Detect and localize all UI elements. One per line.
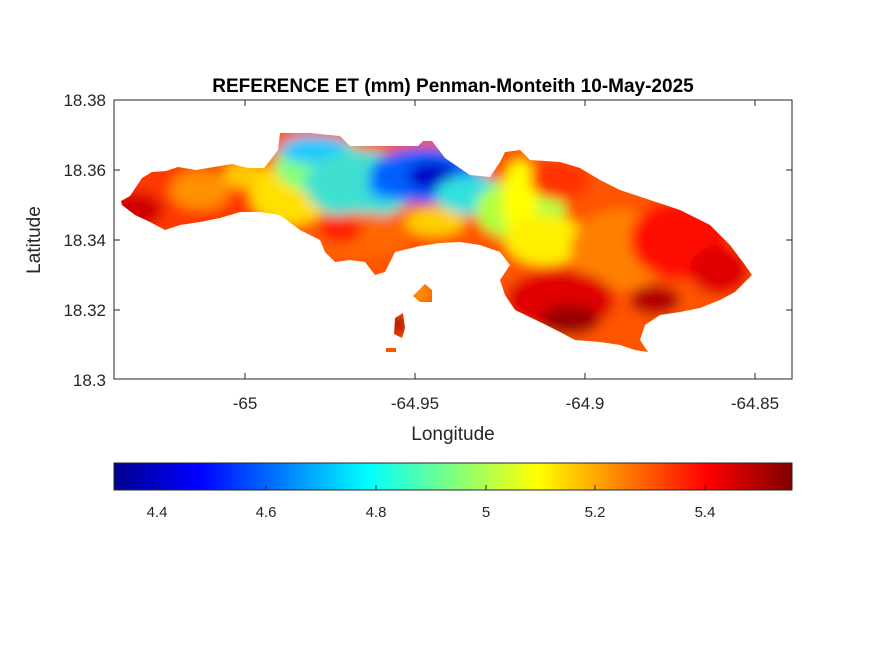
x-tick-label: -64.85 — [731, 394, 779, 413]
x-tick-label: -65 — [233, 394, 258, 413]
colorbar-ticks — [156, 485, 706, 490]
colorbar-tick-label: 4.8 — [366, 504, 387, 521]
y-axis — [114, 99, 792, 311]
y-tick-label: 18.3 — [73, 371, 106, 390]
colorbar-tick-label: 5 — [482, 504, 490, 521]
y-tick-label: 18.38 — [63, 91, 106, 110]
x-axis — [244, 100, 756, 379]
y-tick-label: 18.36 — [63, 161, 106, 180]
y-tick-label: 18.34 — [63, 231, 106, 250]
y-tick-label: 18.32 — [63, 301, 106, 320]
colorbar-tick-label: 5.2 — [585, 504, 606, 521]
x-axis-label: Longitude — [411, 424, 494, 445]
colorbar — [113, 462, 793, 491]
colorbar-tick-label: 4.6 — [256, 504, 277, 521]
x-tick-label: -64.9 — [566, 394, 605, 413]
y-axis-label: Latitude — [24, 206, 45, 274]
x-tick-label: -64.95 — [391, 394, 439, 413]
colorbar-tick-label: 5.4 — [695, 504, 716, 521]
chart-title: REFERENCE ET (mm) Penman-Monteith 10-May… — [212, 76, 694, 97]
colorbar-tick-label: 4.4 — [147, 504, 168, 521]
